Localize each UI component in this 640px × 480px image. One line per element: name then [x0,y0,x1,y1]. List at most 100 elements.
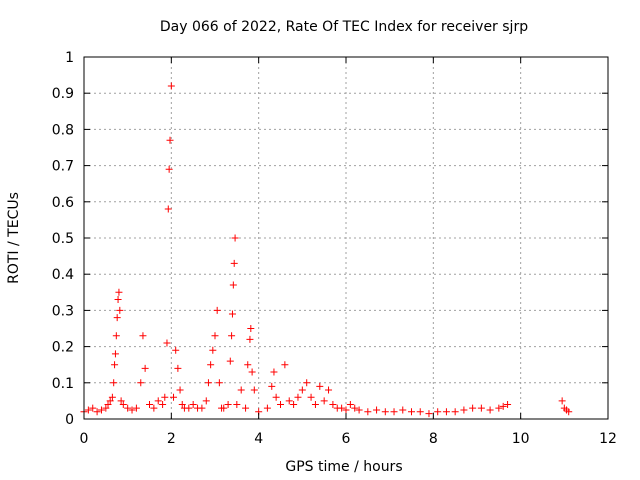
tick-labels: 0 2 4 6 8 10 12 0 0.1 0.2 0.3 0.4 0.5 0.6 0.7 0.8 0.9 1 [52,50,617,447]
data-point [316,382,324,390]
y-tick-label: 0.5 [52,231,74,247]
data-point [84,406,92,414]
data-point [163,339,171,347]
data-point [355,406,363,414]
data-point [246,335,254,343]
data-point [390,408,398,416]
data-point [565,408,573,416]
y-axis-label: ROTI / TECUs [6,192,22,284]
data-point [504,401,512,409]
data-point [176,386,184,394]
data-point [228,310,236,318]
data-point [228,332,236,340]
data-point [172,346,180,354]
y-tick-label: 0.4 [52,267,74,283]
y-tick-label: 0.3 [52,303,74,319]
data-point [111,350,119,358]
data-point [346,401,354,409]
data-point [174,364,182,372]
y-tick-label: 0.7 [52,159,74,175]
data-point [146,401,153,409]
data-point [268,382,276,390]
data-point [207,361,215,369]
data-point [294,393,302,401]
data-point [128,406,136,414]
data-point [202,397,210,405]
data-point [311,401,319,409]
data-point [307,393,315,401]
data-point [141,364,149,372]
data-point [211,332,219,340]
data-point [165,165,173,173]
data-point [97,406,105,414]
data-point [329,401,337,409]
x-axis-label: GPS time / hours [285,459,402,475]
data-point [460,406,468,414]
data-point [215,379,223,387]
data-point [89,404,97,412]
data-point [303,379,311,387]
data-point [124,404,132,412]
data-point [224,401,232,409]
data-point [373,406,381,414]
x-tick-label: 10 [512,431,530,447]
data-point [277,401,284,409]
data-point [477,404,485,412]
data-point [325,386,333,394]
data-point [209,346,217,354]
data-point [230,259,238,267]
data-point [137,379,145,387]
y-tick-label: 0 [65,412,74,428]
data-point [132,404,140,412]
x-tick-label: 12 [599,431,617,447]
data-point [111,361,119,369]
chart-title: Day 066 of 2022, Rate Of TEC Index for r… [160,19,528,35]
y-tick-label: 0.8 [52,122,74,138]
data-point [320,397,328,405]
data-point [93,408,101,416]
data-point [154,397,162,405]
data-point [104,401,112,409]
data-point [237,386,245,394]
y-tick-label: 0.9 [52,86,74,102]
data-point [106,397,114,405]
data-point [451,408,459,416]
data-point [110,379,118,387]
data-point [204,379,212,387]
data-point [220,404,228,412]
data-point [442,408,450,416]
data-point [116,306,124,314]
data-point [242,404,250,412]
axis-ticks [83,56,609,420]
data-point [416,408,424,416]
data-point [198,404,206,412]
data-point [250,386,258,394]
data-point [150,404,158,412]
y-tick-label: 0.6 [52,195,74,211]
data-point [290,401,298,409]
data-point [115,288,123,296]
data-point [108,393,116,401]
data-point [185,404,193,412]
data-point [231,234,239,242]
data-point [263,404,271,412]
data-point [159,401,167,409]
data-point [229,281,237,289]
data-point [342,406,350,414]
data-point [114,296,122,304]
data-point [434,408,442,416]
data-point [425,410,433,418]
data-point [112,332,120,340]
data-point [381,408,389,416]
data-point [247,325,255,332]
data-point [351,404,359,412]
data-points [80,82,573,418]
data-point [338,404,346,412]
data-point [281,361,289,369]
y-tick-label: 0.2 [52,340,74,356]
data-point [213,306,221,314]
y-tick-label: 0.1 [52,376,74,392]
data-point [408,408,415,416]
data-point [226,357,234,365]
